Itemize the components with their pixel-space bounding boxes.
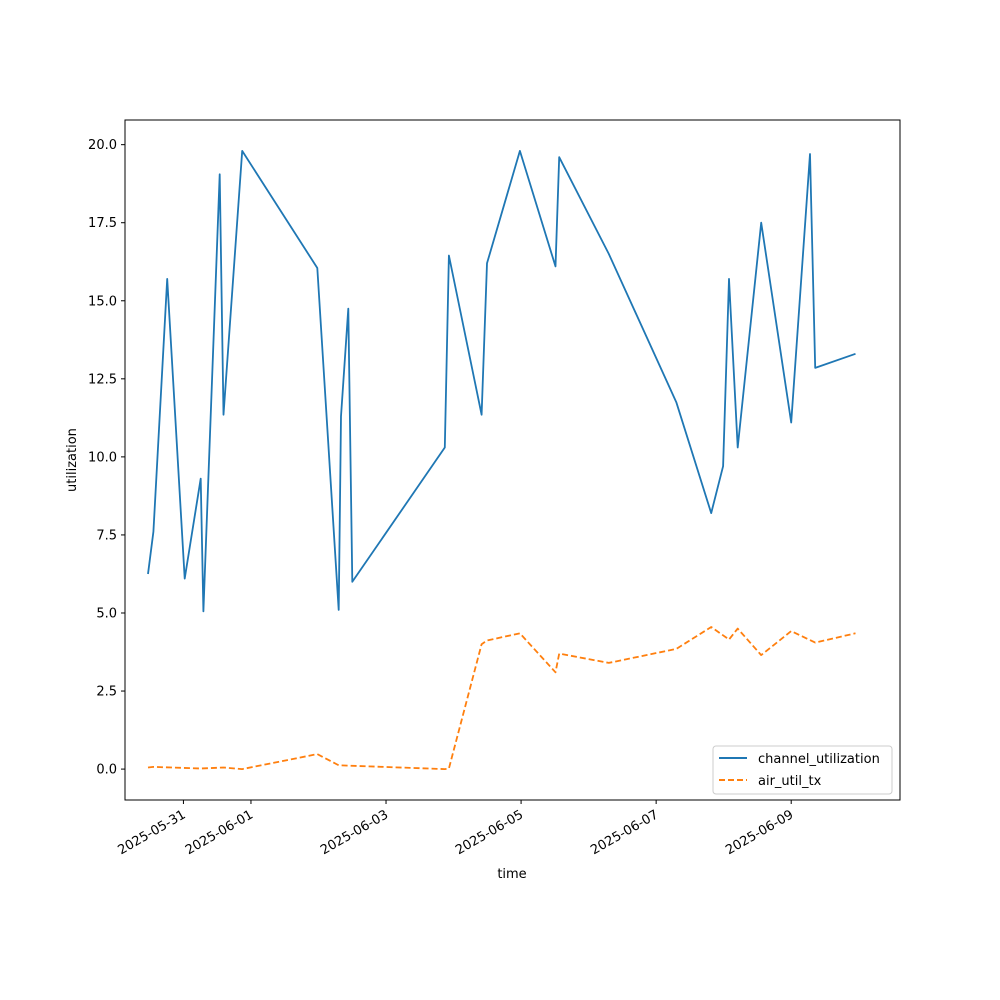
y-tick-label: 10.0 bbox=[88, 450, 117, 465]
y-tick-label: 0.0 bbox=[96, 763, 117, 778]
series-layer bbox=[147, 149, 856, 770]
y-tick-label: 17.5 bbox=[88, 216, 117, 231]
axes-frame bbox=[124, 119, 901, 801]
legend: channel_utilization air_util_tx bbox=[712, 745, 893, 795]
y-axis: 0.0 2.5 5.0 7.5 10.0 12.5 15.0 17.5 20.0 bbox=[88, 138, 125, 778]
legend-box bbox=[712, 745, 893, 795]
y-tick-label: 20.0 bbox=[88, 138, 117, 153]
x-axis-title: time bbox=[497, 867, 526, 882]
y-tick-label: 15.0 bbox=[88, 294, 117, 309]
series-line-channel-utilization bbox=[147, 149, 856, 613]
plot-area bbox=[124, 119, 901, 801]
y-tick-label: 2.5 bbox=[96, 685, 117, 700]
legend-label-air-util-tx: air_util_tx bbox=[758, 774, 822, 789]
y-tick-label: 12.5 bbox=[88, 372, 117, 387]
y-tick-label: 7.5 bbox=[96, 528, 117, 543]
y-axis-title: utilization bbox=[65, 428, 80, 492]
legend-label-channel-utilization: channel_utilization bbox=[758, 752, 880, 767]
y-tick-label: 5.0 bbox=[96, 606, 117, 621]
